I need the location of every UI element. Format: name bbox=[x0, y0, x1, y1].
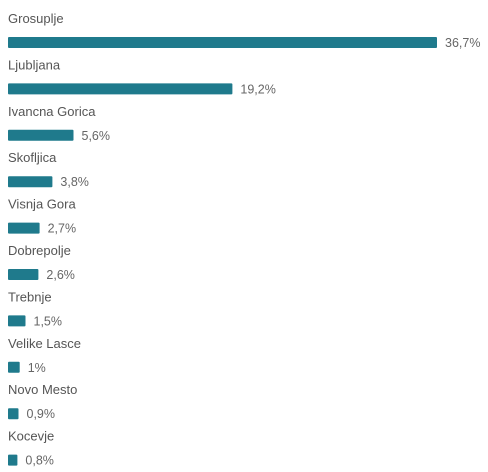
bar-row: Trebnje 1,5% bbox=[8, 289, 62, 328]
value-label: 3,8% bbox=[60, 175, 89, 189]
category-label: Velike Lasce bbox=[8, 336, 81, 351]
bar-row: Grosuplje 36,7% bbox=[8, 11, 480, 50]
value-label: 1,5% bbox=[34, 314, 63, 328]
bar bbox=[8, 408, 19, 420]
value-label: 0,9% bbox=[27, 407, 56, 421]
category-label: Ljubljana bbox=[8, 57, 61, 72]
category-label: Trebnje bbox=[8, 289, 52, 304]
value-label: 1% bbox=[28, 361, 46, 375]
bar-row: Ljubljana 19,2% bbox=[8, 57, 276, 96]
bar-row: Kocevje 0,8% bbox=[8, 429, 54, 468]
value-label: 19,2% bbox=[240, 82, 275, 96]
bar-row: Novo Mesto 0,9% bbox=[8, 382, 77, 421]
category-label: Ivancna Gorica bbox=[8, 104, 96, 119]
bar bbox=[8, 83, 233, 95]
bar bbox=[8, 269, 39, 280]
bar bbox=[8, 176, 53, 188]
bar bbox=[8, 361, 20, 373]
category-label: Skofljica bbox=[8, 150, 57, 165]
value-label: 0,8% bbox=[25, 454, 54, 468]
bar-row: Dobrepolje 2,6% bbox=[8, 243, 75, 282]
category-label: Kocevje bbox=[8, 429, 54, 444]
bar-row: Visnja Gora 2,7% bbox=[8, 197, 76, 236]
value-label: 5,6% bbox=[82, 129, 111, 143]
value-label: 36,7% bbox=[445, 36, 480, 50]
bar bbox=[8, 37, 437, 48]
category-label: Visnja Gora bbox=[8, 197, 76, 212]
bar bbox=[8, 315, 26, 327]
category-label: Novo Mesto bbox=[8, 382, 77, 397]
category-label: Grosuplje bbox=[8, 11, 64, 26]
bar bbox=[8, 454, 18, 466]
bar-row: Ivancna Gorica 5,6% bbox=[8, 104, 110, 143]
bar bbox=[8, 129, 74, 141]
bar-row: Velike Lasce 1% bbox=[8, 336, 81, 375]
category-label: Dobrepolje bbox=[8, 243, 71, 258]
bar bbox=[8, 222, 40, 234]
value-label: 2,6% bbox=[46, 268, 75, 282]
value-label: 2,7% bbox=[48, 222, 77, 236]
